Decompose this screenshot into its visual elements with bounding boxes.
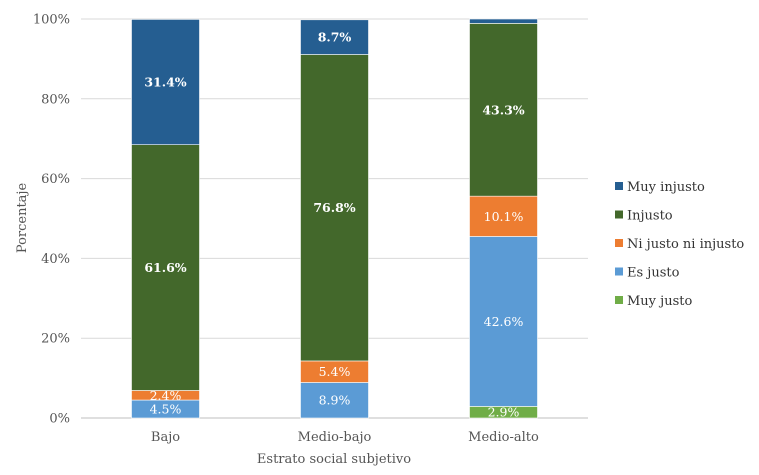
legend-label: Muy justo <box>627 294 692 309</box>
data-label: 4.5% <box>150 402 182 417</box>
y-tick-label: 100% <box>33 13 70 28</box>
legend-label: Es justo <box>627 266 680 281</box>
bar-segment <box>300 19 369 55</box>
legend-swatch <box>615 267 623 276</box>
legend-swatch <box>615 182 623 190</box>
data-label: 76.8% <box>313 200 355 215</box>
data-label: 61.6% <box>144 260 186 275</box>
legend: Muy injusto Injusto Ni justo ni injusto Es … <box>615 180 744 309</box>
legend-label: Muy injusto <box>627 180 705 195</box>
legend-label: Injusto <box>627 209 673 224</box>
data-label: 43.3% <box>482 102 524 117</box>
x-tick-label: Medio-bajo <box>298 430 372 445</box>
y-axis-title: Porcentaje <box>15 183 30 254</box>
data-label: 2.9% <box>488 405 520 420</box>
bar-segment <box>469 236 538 407</box>
bar-segment <box>469 18 538 24</box>
x-axis-title: Estrato social subjetivo <box>257 452 411 467</box>
legend-swatch <box>615 239 623 247</box>
data-label: 8.7% <box>318 30 352 45</box>
x-axis: Bajo Medio-bajo Medio-alto <box>151 430 539 445</box>
data-label: 5.4% <box>319 364 351 379</box>
bar-segment <box>131 144 200 391</box>
bar-segment <box>300 382 369 419</box>
x-tick-label: Bajo <box>151 430 180 445</box>
y-tick-label: 0% <box>49 412 70 427</box>
data-label: 10.1% <box>484 209 524 224</box>
y-axis: 0% 20% 40% 60% 80% 100% <box>33 13 70 427</box>
y-tick-label: 20% <box>41 332 70 347</box>
y-tick-label: 80% <box>41 92 70 107</box>
bars: 4.5%2.4% 61.6% 31.4% 8.9% 5.4% 76.8% 8.7% 2.9% 4… <box>131 18 538 420</box>
legend-swatch <box>615 296 623 304</box>
data-label: 42.6% <box>484 314 524 329</box>
legend-label: Ni justo ni injusto <box>627 237 744 252</box>
y-tick-label: 40% <box>41 252 70 267</box>
legend-swatch <box>615 210 623 219</box>
y-tick-label: 60% <box>41 172 70 187</box>
data-label: 2.4% <box>150 388 182 403</box>
bar-segment <box>300 54 369 362</box>
x-tick-label: Medio-alto <box>468 430 539 445</box>
bar-segment <box>469 23 538 197</box>
data-label: 8.9% <box>319 393 351 408</box>
bar-segment <box>131 19 200 145</box>
data-label: 31.4% <box>144 75 186 90</box>
